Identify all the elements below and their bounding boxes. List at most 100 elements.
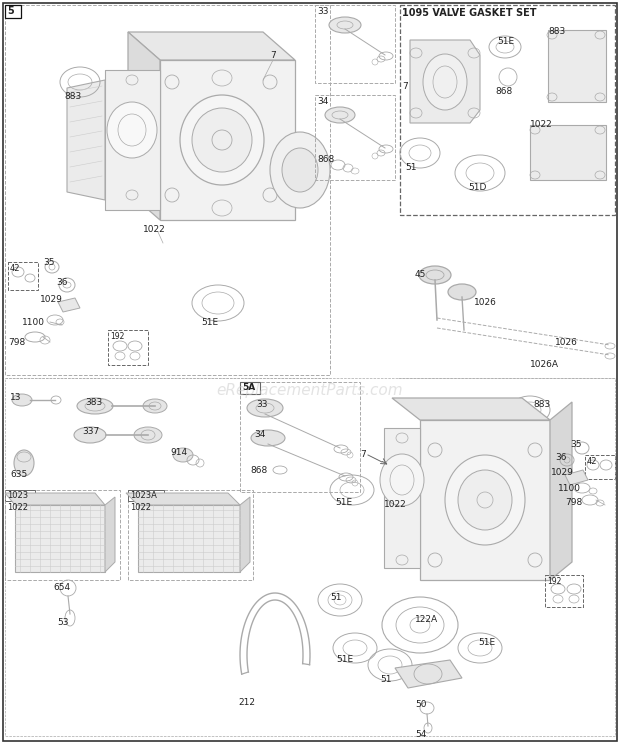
Text: 51E: 51E [497, 37, 514, 46]
Ellipse shape [12, 394, 32, 406]
Ellipse shape [192, 108, 252, 172]
Text: 1022: 1022 [7, 503, 28, 512]
Text: 42: 42 [587, 457, 598, 466]
Bar [108, 330, 148, 365]
Ellipse shape [247, 399, 283, 417]
Bar [585, 455, 615, 479]
Ellipse shape [143, 399, 167, 413]
Polygon shape [105, 70, 160, 210]
Polygon shape [160, 60, 295, 220]
Text: 1022: 1022 [384, 500, 407, 509]
Ellipse shape [14, 450, 34, 476]
Ellipse shape [423, 54, 467, 110]
Text: 914: 914 [170, 448, 187, 457]
Bar [128, 490, 164, 501]
Text: 192: 192 [547, 577, 561, 586]
Text: 5: 5 [7, 6, 14, 16]
Text: 54: 54 [415, 730, 427, 739]
Bar [5, 5, 330, 375]
Text: 34: 34 [254, 430, 265, 439]
Ellipse shape [325, 107, 355, 123]
Text: 35: 35 [43, 258, 55, 267]
Text: 1029: 1029 [551, 468, 574, 477]
Polygon shape [128, 32, 160, 220]
Polygon shape [550, 402, 572, 580]
Bar [545, 575, 583, 607]
Text: 1026A: 1026A [530, 360, 559, 369]
Polygon shape [395, 660, 462, 688]
Ellipse shape [380, 454, 424, 506]
Text: 1022: 1022 [130, 503, 151, 512]
Text: 883: 883 [64, 92, 81, 101]
Text: 798: 798 [8, 338, 25, 347]
Ellipse shape [251, 430, 285, 446]
Ellipse shape [419, 266, 451, 284]
Text: 654: 654 [53, 583, 70, 592]
Text: 868: 868 [495, 87, 512, 96]
Text: 51: 51 [330, 593, 342, 602]
Bar [548, 30, 606, 102]
Ellipse shape [77, 398, 113, 414]
Text: 1029: 1029 [40, 295, 63, 304]
Text: 1022: 1022 [143, 225, 166, 234]
Text: 383: 383 [85, 398, 102, 407]
Text: 212: 212 [238, 698, 255, 707]
Ellipse shape [180, 95, 264, 185]
Polygon shape [128, 32, 295, 60]
Text: 1022: 1022 [530, 120, 553, 129]
Bar [5, 490, 120, 580]
Polygon shape [384, 428, 420, 568]
Text: 33: 33 [317, 7, 329, 16]
Text: 33: 33 [256, 400, 267, 409]
Polygon shape [392, 398, 550, 420]
Polygon shape [240, 497, 250, 572]
Bar [128, 490, 253, 580]
Polygon shape [58, 298, 80, 312]
Bar [315, 95, 395, 180]
Text: 50: 50 [415, 700, 427, 709]
Bar [400, 5, 615, 215]
Text: 1023: 1023 [7, 491, 28, 500]
Text: 51: 51 [380, 675, 391, 684]
Text: 51E: 51E [335, 498, 352, 507]
Bar [315, 5, 395, 83]
Ellipse shape [445, 455, 525, 545]
Polygon shape [410, 40, 480, 123]
Text: 1100: 1100 [558, 484, 581, 493]
Text: 883: 883 [548, 27, 565, 36]
Text: 36: 36 [555, 453, 567, 462]
Ellipse shape [173, 448, 193, 462]
Polygon shape [67, 80, 105, 200]
Text: 868: 868 [317, 155, 334, 164]
Text: 35: 35 [570, 440, 582, 449]
Ellipse shape [107, 102, 157, 158]
Bar [8, 262, 38, 290]
Text: 883: 883 [533, 400, 550, 409]
Text: 51E: 51E [478, 638, 495, 647]
Polygon shape [138, 505, 240, 572]
Text: 36: 36 [56, 278, 68, 287]
Ellipse shape [448, 284, 476, 300]
Text: 51: 51 [405, 163, 417, 172]
Text: 7: 7 [402, 82, 408, 91]
Text: 7: 7 [360, 450, 366, 459]
Text: 122A: 122A [415, 615, 438, 624]
Polygon shape [126, 493, 240, 505]
Ellipse shape [458, 470, 512, 530]
Text: eReplacementParts.com: eReplacementParts.com [216, 382, 404, 397]
Text: 337: 337 [82, 427, 99, 436]
Text: 42: 42 [10, 264, 20, 273]
Bar [240, 382, 260, 394]
Text: 51D: 51D [468, 183, 486, 192]
Polygon shape [565, 470, 588, 485]
Polygon shape [5, 493, 105, 505]
Text: 192: 192 [110, 332, 125, 341]
Text: 5A: 5A [242, 383, 255, 392]
Polygon shape [105, 497, 115, 572]
Ellipse shape [270, 132, 330, 208]
Bar [5, 378, 615, 736]
Text: 1023A: 1023A [130, 491, 157, 500]
Ellipse shape [329, 17, 361, 33]
Text: 13: 13 [10, 393, 22, 402]
Bar [5, 490, 35, 501]
